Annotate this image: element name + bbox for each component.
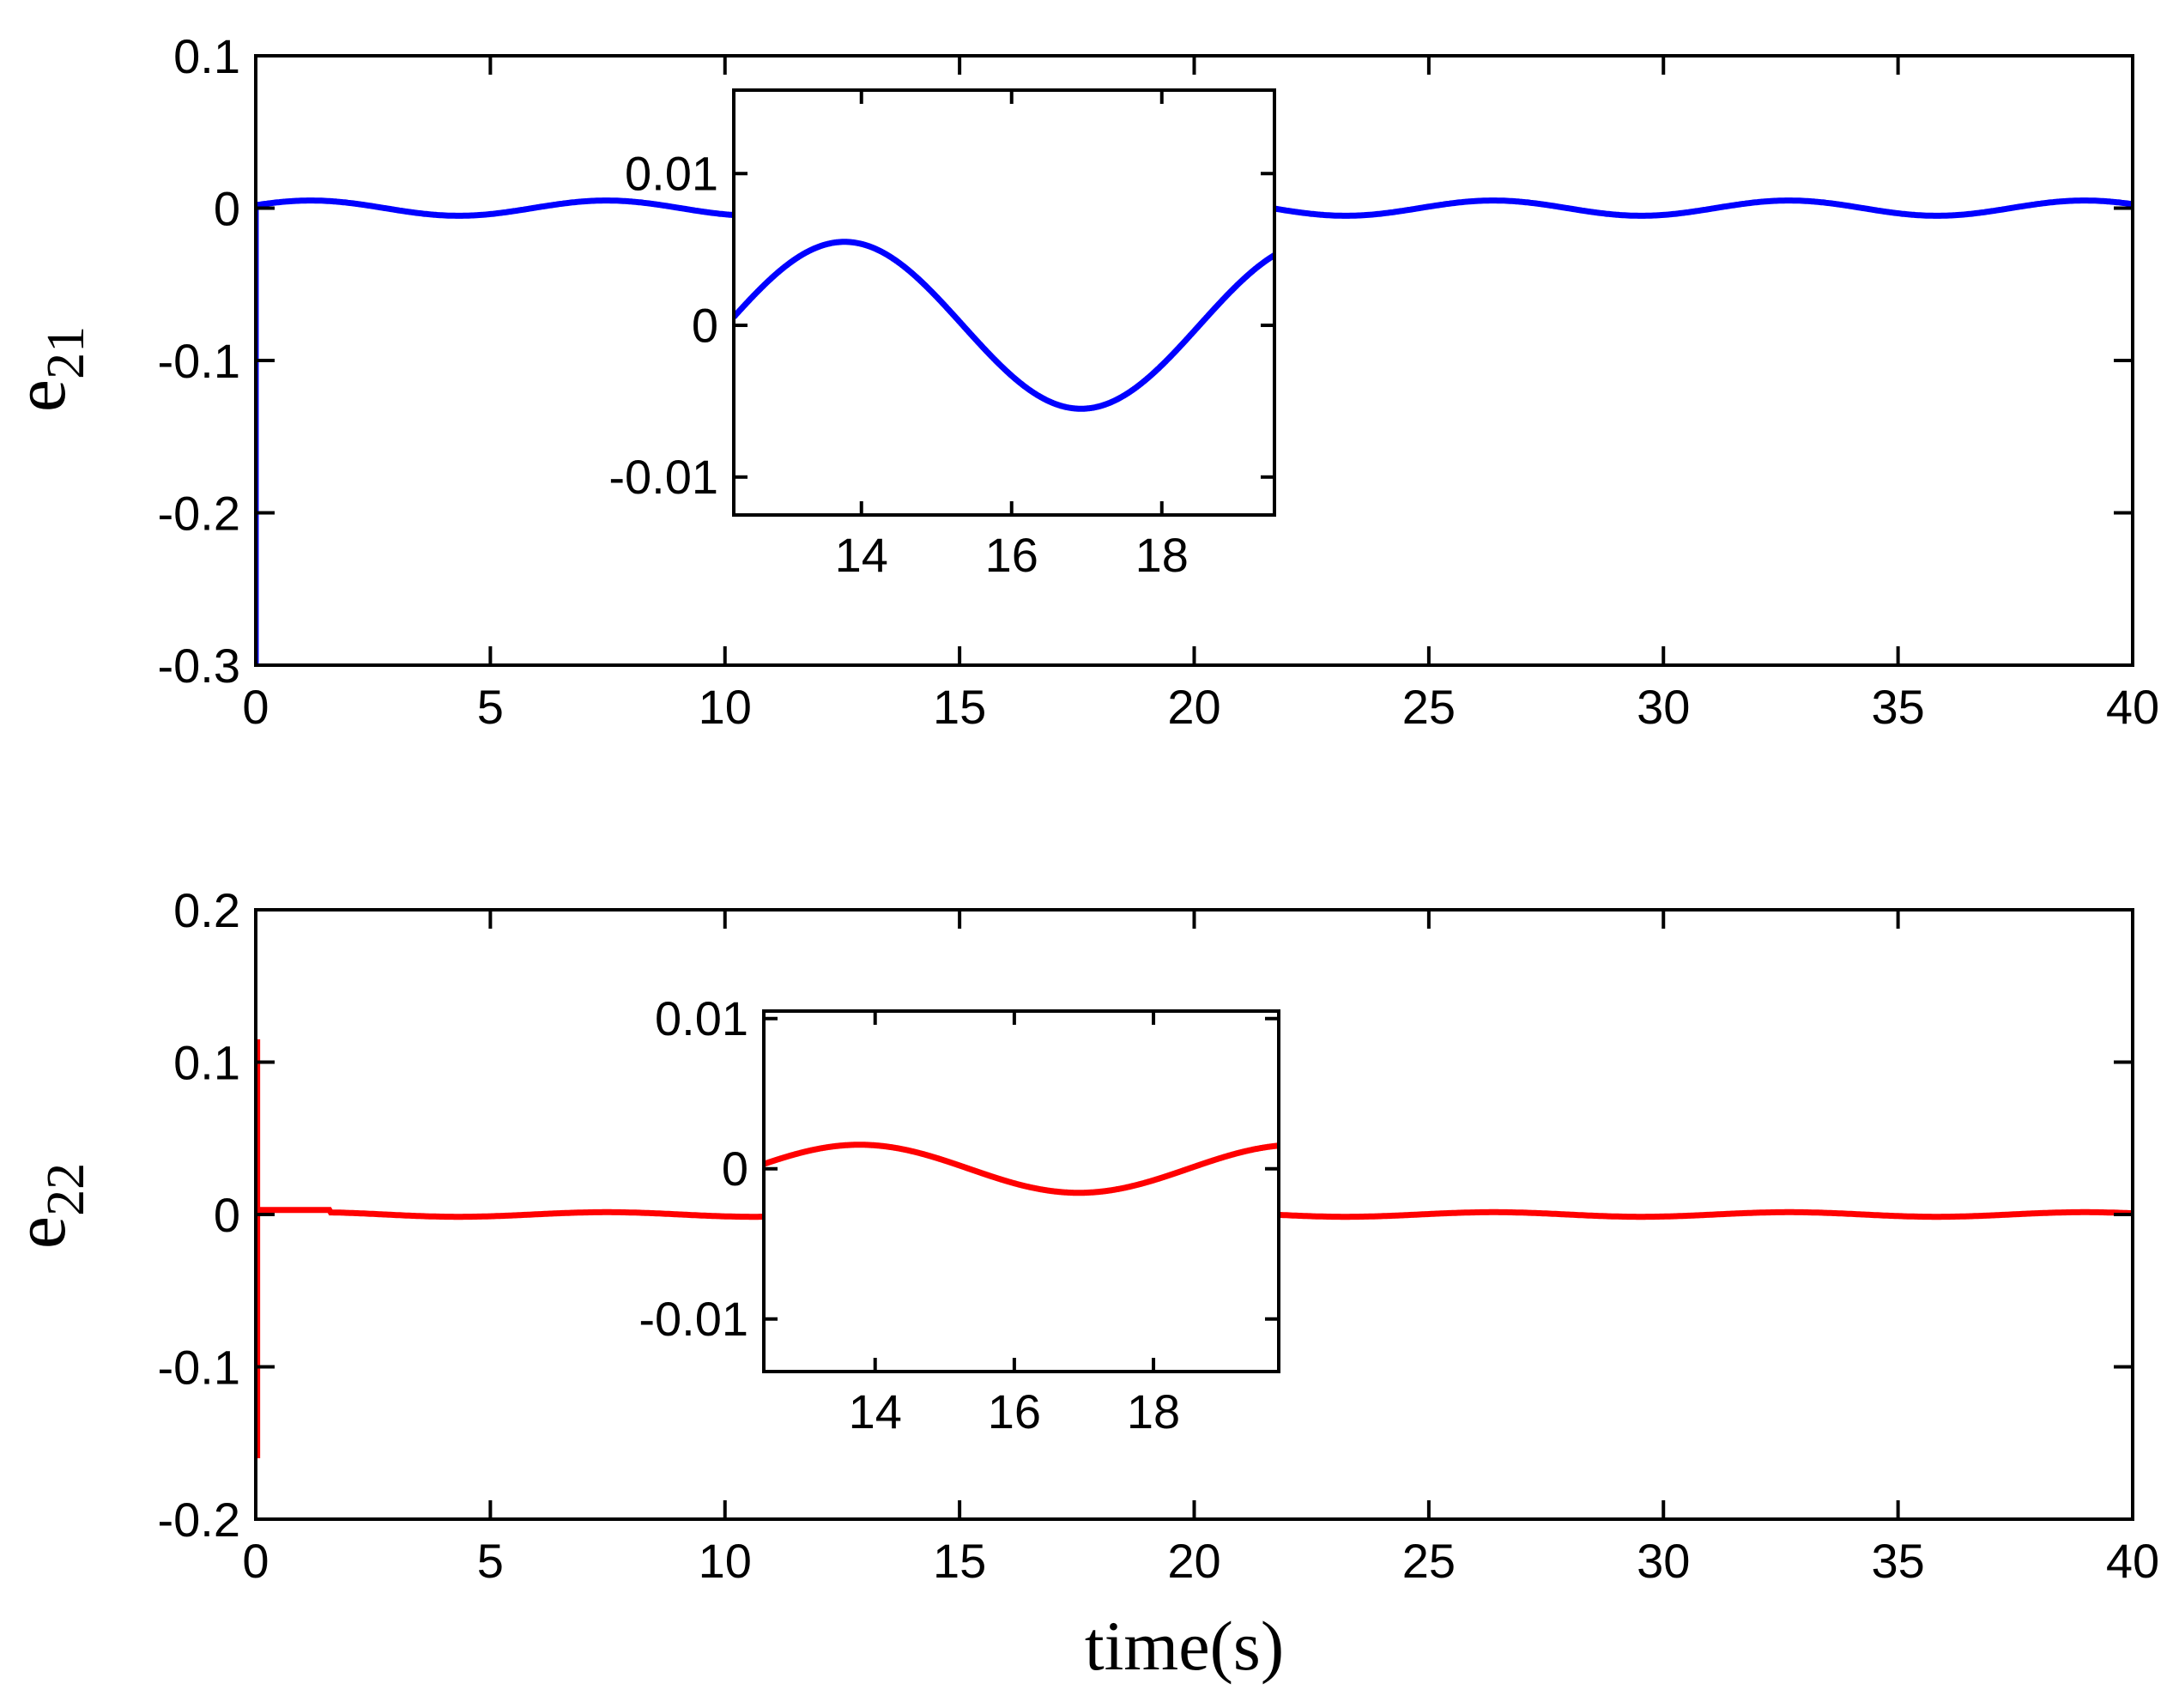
e21-inset-xtick-label: 14 <box>835 528 888 582</box>
e22-main-ytick-label: -0.1 <box>158 1341 241 1395</box>
e21-main-ytick-label: -0.2 <box>158 487 241 541</box>
e22-main-xtick-label: 35 <box>1871 1534 1924 1588</box>
e21-main-xtick-label: 15 <box>933 680 986 734</box>
e21-main-ytick-label: -0.1 <box>158 334 241 388</box>
e21-main-xtick-label: 40 <box>2106 680 2159 734</box>
e22-main-ytick-label: 0 <box>214 1188 240 1242</box>
e21-main-ytick-label: 0 <box>214 182 240 236</box>
e21-main-xtick-label: 5 <box>477 680 504 734</box>
e22-main-xtick-label: 15 <box>933 1534 986 1588</box>
e22-main-xtick-label: 0 <box>242 1534 269 1588</box>
e21-inset-xtick-label: 16 <box>985 528 1038 582</box>
e22-main-ytick-label: -0.2 <box>158 1493 241 1547</box>
x-axis-label: time(s) <box>1085 1607 1284 1685</box>
e22-inset-background <box>764 1011 1279 1372</box>
e21-ylabel: e21 <box>0 326 95 412</box>
e22-inset-xtick-label: 16 <box>988 1384 1041 1438</box>
e21-inset-background <box>734 90 1274 515</box>
e22-main-xtick-label: 25 <box>1402 1534 1456 1588</box>
e21-inset-ytick-label: 0 <box>692 298 718 352</box>
e21-main-xtick-label: 20 <box>1167 680 1220 734</box>
e22-inset-xtick-label: 14 <box>849 1384 902 1438</box>
e22-main-xtick-label: 40 <box>2106 1534 2159 1588</box>
e22-inset-ytick-label: 0.01 <box>655 991 748 1045</box>
e21-inset-series-e21-zoom <box>734 239 1274 412</box>
e22-ylabel: e22 <box>0 1163 95 1249</box>
e22-main-xtick-label: 30 <box>1637 1534 1690 1588</box>
e21-main-xtick-label: 0 <box>242 680 269 734</box>
e22-main-ytick-label: 0.1 <box>173 1036 240 1090</box>
e21-inset-xtick-label: 18 <box>1135 528 1189 582</box>
e22-inset-xtick-label: 18 <box>1127 1384 1180 1438</box>
e22-inset-series-e22-zoom <box>764 1142 1279 1196</box>
e21-main-xtick-label: 35 <box>1871 680 1924 734</box>
e22-main-xtick-label: 20 <box>1167 1534 1220 1588</box>
e21-main-xtick-label: 10 <box>699 680 752 734</box>
e21-inset-ytick-label: -0.01 <box>608 450 718 504</box>
e21-main-ytick-label: 0.1 <box>173 29 240 83</box>
e22-inset-ytick-label: 0 <box>722 1142 748 1196</box>
e21-main-xtick-label: 25 <box>1402 680 1456 734</box>
e22-inset-ytick-label: -0.01 <box>639 1292 748 1346</box>
e22-main-xtick-label: 10 <box>699 1534 752 1588</box>
e21-inset-plot: 14 16 18 0.01 0 -0.01 <box>608 88 1276 582</box>
e22-inset-frame <box>762 1009 1280 1373</box>
e21-main-xtick-label: 30 <box>1637 680 1690 734</box>
e22-inset-plot: 14 16 18 0.01 0 -0.01 <box>639 991 1280 1438</box>
e21-inset-ytick-label: 0.01 <box>625 147 718 201</box>
e21-inset-frame <box>732 88 1276 517</box>
e22-main-ytick-label: 0.2 <box>173 883 240 937</box>
e22-main-xtick-label: 5 <box>477 1534 504 1588</box>
e21-main-ytick-label: -0.3 <box>158 639 241 693</box>
